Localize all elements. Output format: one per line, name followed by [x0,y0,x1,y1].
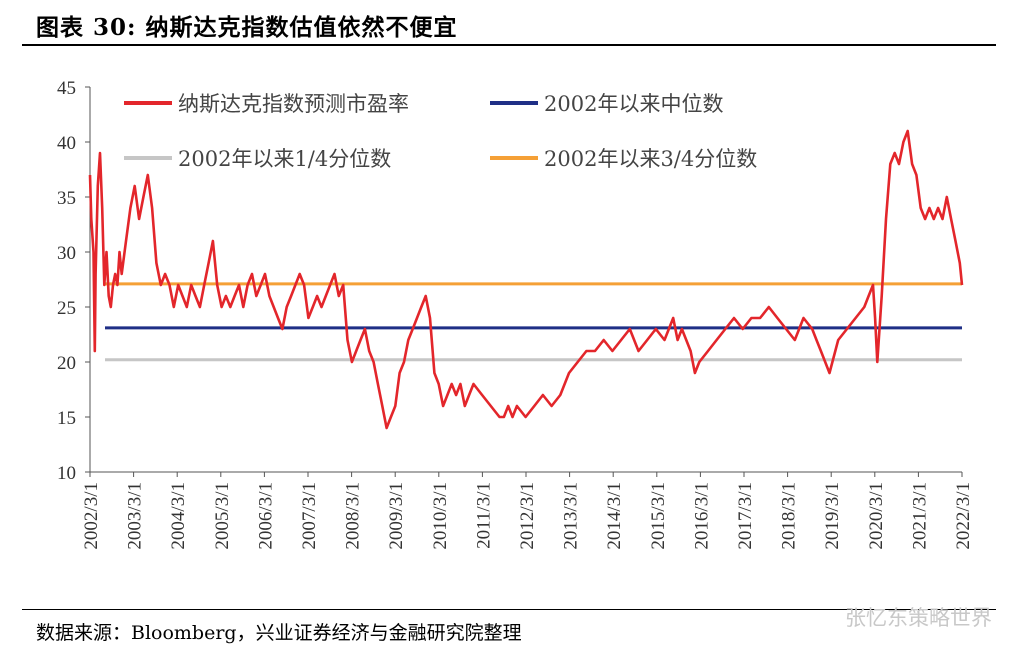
legend-label-median: 2002年以来中位数 [544,92,723,116]
chart-title: 图表 30: 纳斯达克指数估值依然不便宜 [36,14,458,41]
x-tick-label: 2019/3/1 [822,482,843,550]
x-tick-label: 2002/3/1 [81,482,102,550]
y-tick-label: 20 [57,353,76,374]
x-tick-label: 2016/3/1 [691,482,712,550]
y-tick-label: 40 [57,133,76,154]
x-tick-label: 2021/3/1 [909,482,930,550]
x-tick-label: 2008/3/1 [343,482,364,550]
x-tick-label: 2011/3/1 [473,482,494,549]
y-tick-label: 45 [57,78,76,99]
chart-canvas: 10 15 20 25 30 35 40 45 2002/3/1 2003/3/1 2004/3/1… [57,78,974,550]
y-tick-label: 10 [57,463,76,484]
x-tick-label: 2017/3/1 [735,482,756,550]
title-divider [22,44,996,46]
x-tick-label: 2015/3/1 [648,482,669,550]
x-tick-label: 2010/3/1 [430,482,451,550]
y-tick-label: 15 [57,408,76,429]
y-tick-label: 30 [57,243,76,264]
x-tick-label: 2003/3/1 [125,482,146,550]
x-tick-label: 2009/3/1 [386,482,407,550]
watermark: 张忆东策略世界 [845,606,992,630]
x-tick-label: 2004/3/1 [168,482,189,550]
x-tick-label: 2020/3/1 [866,482,887,550]
x-tick-label: 2005/3/1 [212,482,233,550]
legend-label-q1: 2002年以来1/4分位数 [178,147,391,171]
source-divider [22,609,996,610]
legend-label-pe: 纳斯达克指数预测市盈率 [178,92,409,116]
x-tick-label: 2013/3/1 [561,482,582,550]
source-note: 数据来源：Bloomberg，兴业证券经济与金融研究院整理 [36,622,522,644]
y-tick-label: 25 [57,298,76,319]
x-tick-label: 2014/3/1 [604,482,625,550]
x-tick-label: 2007/3/1 [299,482,320,550]
pe-ratio-line [88,129,964,430]
legend-label-q3: 2002年以来3/4分位数 [544,147,757,171]
x-tick-label: 2022/3/1 [953,482,974,550]
x-tick-label: 2018/3/1 [779,482,800,550]
x-tick-label: 2006/3/1 [255,482,276,550]
x-tick-label: 2012/3/1 [517,482,538,550]
y-tick-label: 35 [57,188,76,209]
